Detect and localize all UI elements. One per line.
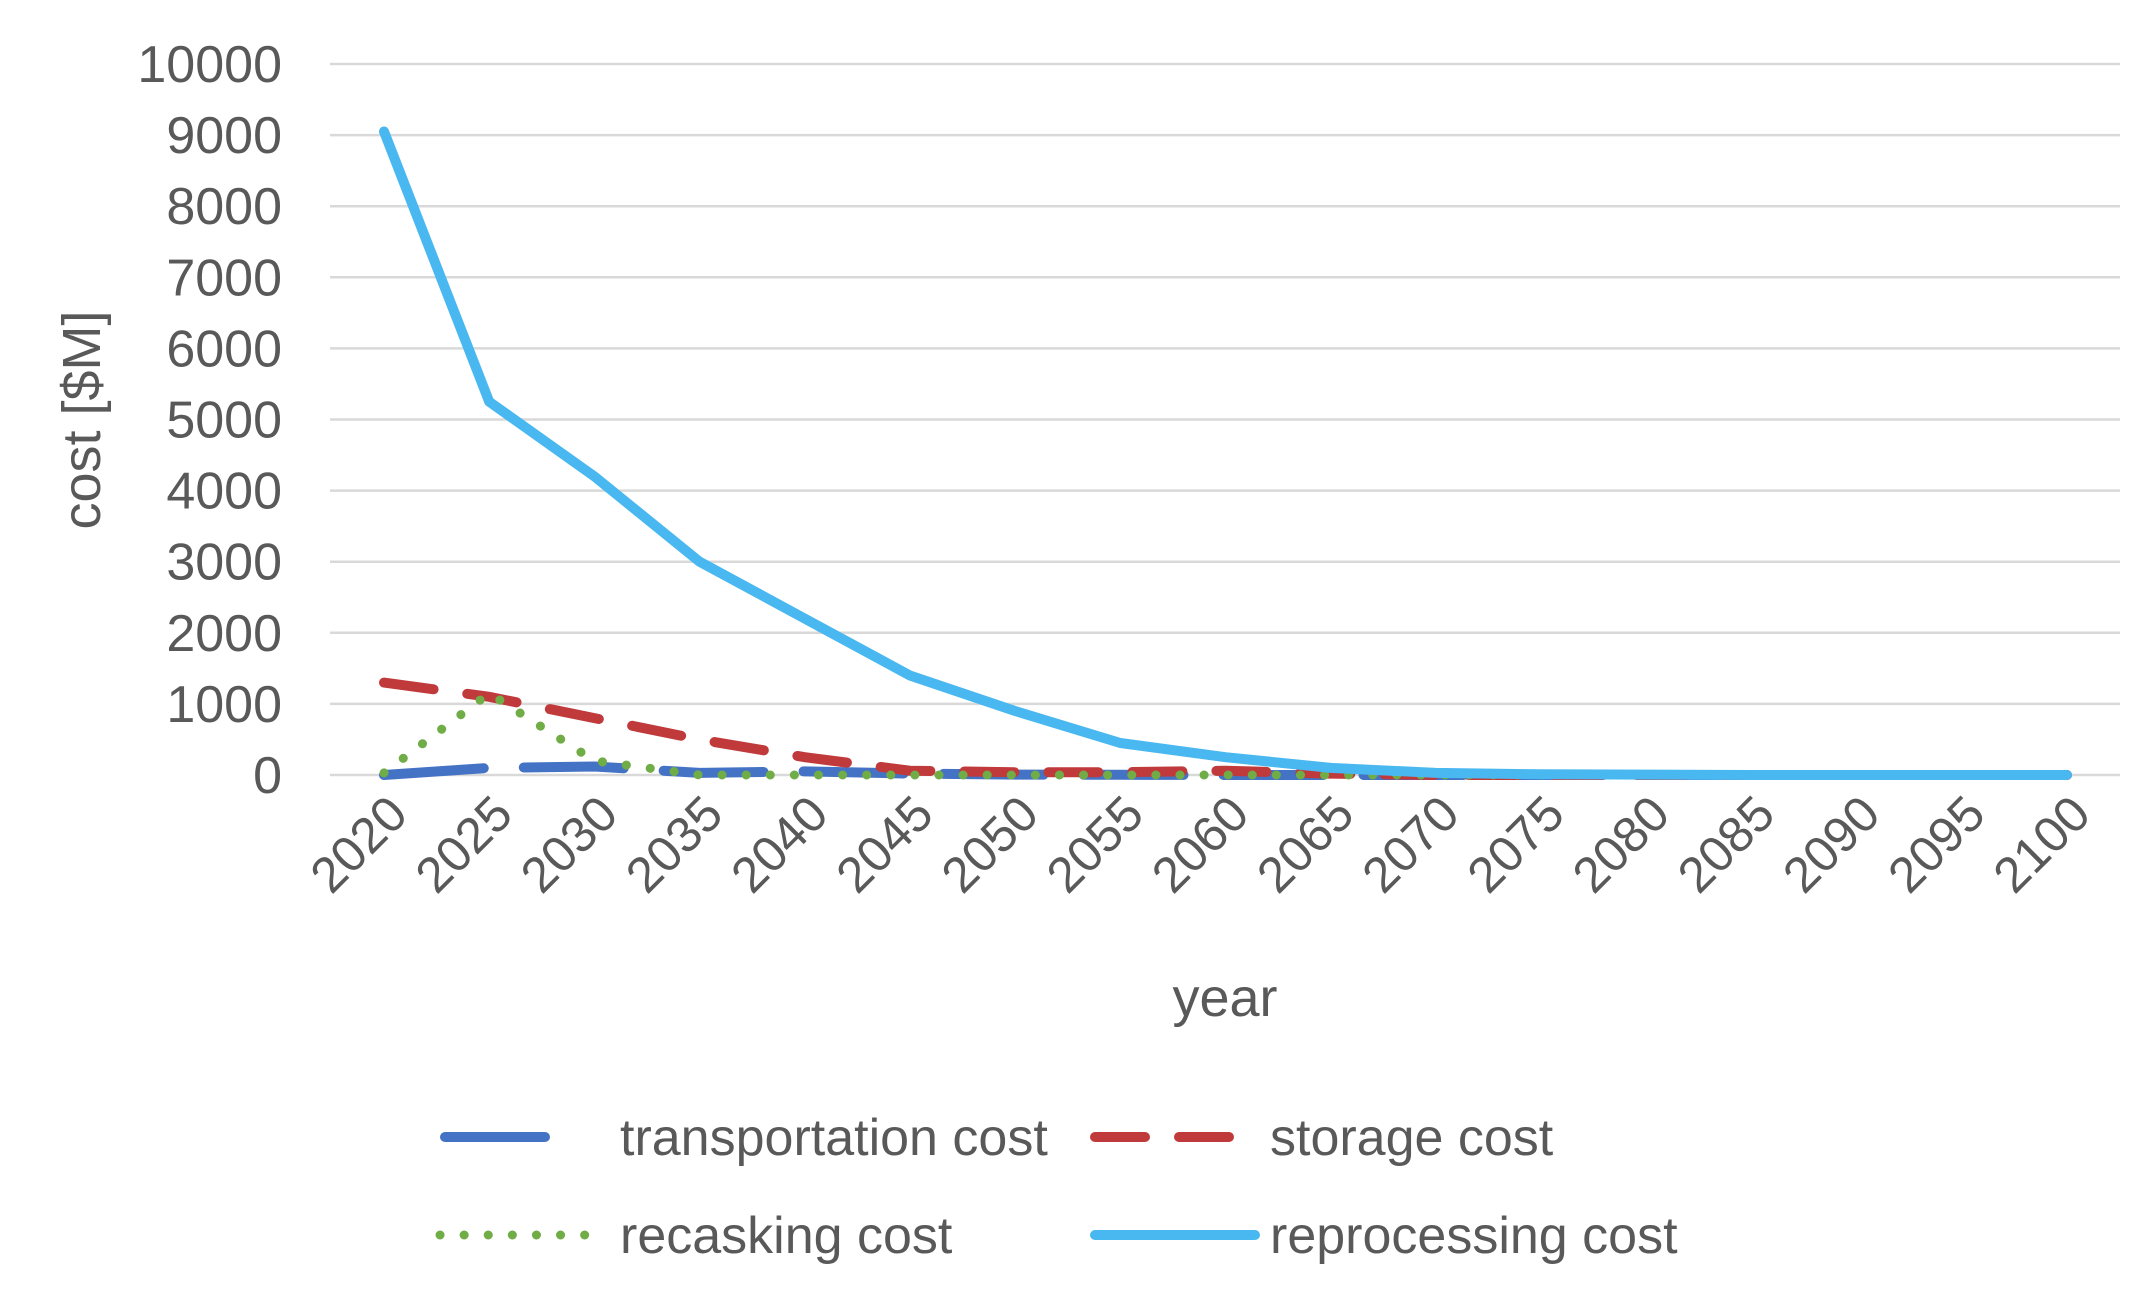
y-tick-label: 7000	[166, 249, 282, 307]
reprocessing-cost-legend-label: reprocessing cost	[1270, 1207, 1678, 1265]
x-tick-label: 2020	[300, 785, 418, 903]
x-axis-ticks: 2020202520302035204020452050205520602065…	[300, 785, 2101, 903]
storage-cost-line	[379, 677, 2072, 780]
x-tick-label: 2075	[1457, 785, 1575, 903]
y-tick-label: 4000	[166, 463, 282, 521]
x-tick-label: 2045	[825, 785, 943, 903]
x-tick-label: 2100	[1983, 785, 2101, 903]
storage-cost-legend-label: storage cost	[1270, 1109, 1554, 1167]
legend: transportation cost storage cost recasking…	[435, 1109, 1678, 1265]
y-tick-label: 10000	[137, 36, 282, 94]
y-tick-label: 9000	[166, 107, 282, 165]
recasking-cost-line	[379, 687, 2072, 780]
y-tick-label: 6000	[166, 320, 282, 378]
transportation-cost-legend-label: transportation cost	[620, 1109, 1048, 1167]
x-tick-label: 2060	[1141, 785, 1259, 903]
x-tick-label: 2040	[720, 785, 838, 903]
x-tick-label: 2030	[510, 785, 628, 903]
x-tick-label: 2035	[615, 785, 733, 903]
x-tick-label: 2050	[931, 785, 1049, 903]
x-tick-label: 2080	[1562, 785, 1680, 903]
y-tick-label: 8000	[166, 178, 282, 236]
reprocessing-cost-line	[379, 126, 2072, 780]
x-tick-label: 2085	[1667, 785, 1785, 903]
x-tick-label: 2025	[405, 785, 523, 903]
x-tick-label: 2055	[1036, 785, 1154, 903]
x-axis-title: year	[1172, 968, 1277, 1028]
y-tick-label: 1000	[166, 676, 282, 734]
y-axis-title: cost [$M]	[52, 310, 112, 529]
y-axis-ticks: 0 1000 2000 3000 4000 5000 6000 7000 8000 9000 100…	[137, 36, 282, 805]
x-tick-label: 2095	[1877, 785, 1995, 903]
x-tick-label: 2070	[1351, 785, 1469, 903]
x-tick-label: 2090	[1772, 785, 1890, 903]
series-lines	[379, 126, 2072, 780]
y-tick-label: 0	[253, 747, 282, 805]
y-tick-label: 2000	[166, 605, 282, 663]
y-tick-label: 3000	[166, 534, 282, 592]
x-tick-label: 2065	[1246, 785, 1364, 903]
y-tick-label: 5000	[166, 392, 282, 450]
gridlines	[330, 62, 2120, 777]
recasking-cost-legend-label: recasking cost	[620, 1207, 953, 1265]
